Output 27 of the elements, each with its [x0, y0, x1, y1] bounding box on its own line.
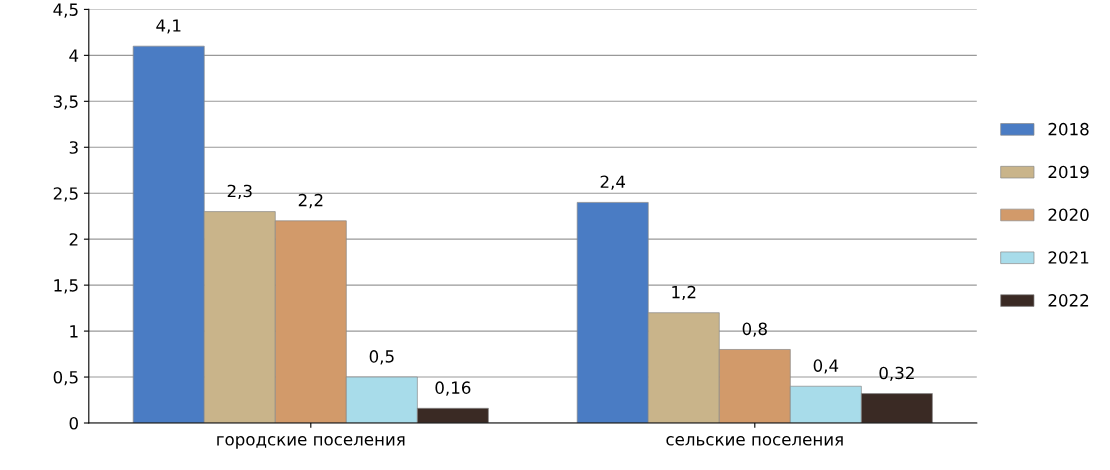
y-tick-label: 4,5 [53, 3, 78, 18]
y-tick-label: 1,5 [54, 279, 78, 294]
y-tick-label: 4 [69, 49, 79, 62]
y-tick-label: 3 [69, 141, 78, 154]
data-label: 2,4 [600, 175, 626, 190]
data-label: 1,2 [672, 285, 696, 301]
legend-label: 2019 [1048, 165, 1089, 179]
data-label: 4,1 [156, 19, 181, 34]
legend-label: 2020 [1048, 208, 1089, 222]
data-label: 0,5 [369, 350, 394, 365]
x-tick-label: сельские поселения [666, 436, 843, 446]
y-tick-label: 1 [70, 325, 78, 338]
y-tick-label: 2 [69, 233, 78, 246]
x-tick-label: городские поселения [217, 436, 405, 449]
data-label: 2,3 [227, 184, 252, 199]
y-tick-label: 3,5 [53, 95, 78, 110]
y-tick-label: 0 [69, 416, 78, 430]
legend-label: 2018 [1048, 122, 1089, 136]
data-label: 2,2 [298, 193, 323, 209]
data-label: 0,16 [435, 381, 471, 396]
legend-label: 2022 [1048, 294, 1089, 307]
legend-label: 2021 [1048, 251, 1089, 264]
data-label: 0,4 [813, 359, 839, 374]
y-tick-label: 2,5 [53, 187, 78, 202]
data-label: 0,8 [742, 322, 767, 337]
y-tick-label: 0,5 [53, 371, 78, 386]
data-label: 0,32 [879, 366, 914, 381]
